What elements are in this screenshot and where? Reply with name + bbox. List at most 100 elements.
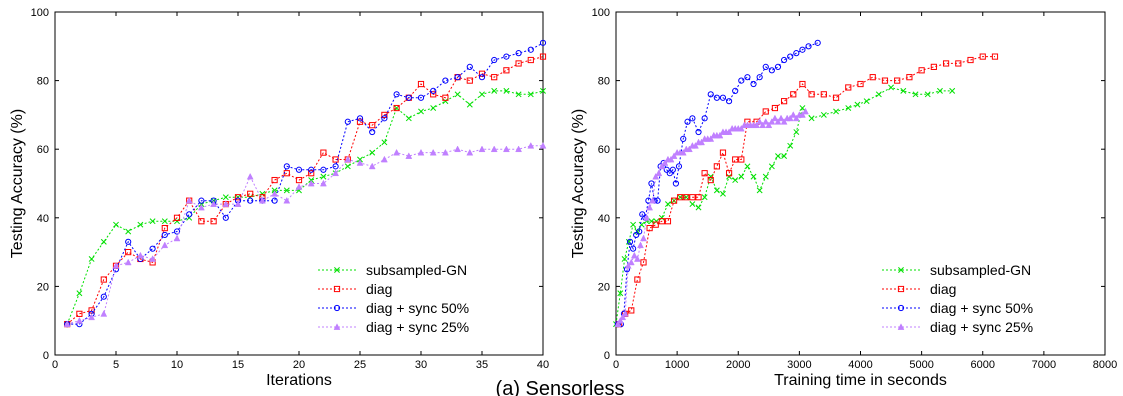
data-point [900,87,907,94]
data-point [100,276,107,283]
data-point [441,148,449,156]
data-point [491,74,498,81]
data-point [63,320,71,327]
data-point [684,118,691,125]
data-point [744,163,751,170]
data-point [701,194,708,201]
data-point [198,218,205,225]
data-point [918,67,925,74]
legend-label: diag + sync 25% [366,319,469,335]
x-tick-label: 40 [537,359,549,371]
data-point [491,56,498,64]
data-point [833,108,840,115]
data-point [418,108,424,115]
series-2 [64,53,547,328]
data-point [174,218,180,225]
x-tick-label: 1000 [665,359,689,371]
data-point [527,142,535,149]
data-point [503,53,510,60]
data-point [658,218,665,225]
data-point [648,180,655,187]
x-tick-label: 4000 [848,359,872,371]
data-point [716,131,724,139]
data-point [503,67,510,74]
data-point [466,63,473,70]
data-point [792,114,800,122]
data-point [756,187,763,194]
series-4 [614,107,809,327]
data-point [503,87,510,94]
data-point [677,194,684,201]
y-tick-label: 0 [43,350,49,362]
data-point [793,129,800,136]
data-point [490,145,498,153]
data-point [845,84,852,91]
y-tick-label: 20 [37,281,49,293]
data-point [308,166,315,173]
data-point [732,156,739,163]
data-point [210,200,218,207]
legend-entry: diag + sync 25% [318,319,469,335]
data-point [774,118,782,125]
data-point [429,148,437,156]
data-point [808,115,815,122]
data-point [665,201,671,208]
data-point [539,39,547,46]
data-point [295,176,303,184]
legend-entry: diag [882,281,956,297]
data-point [625,238,632,245]
legend-marker [333,304,341,312]
data-point [732,87,739,94]
data-point [76,290,83,297]
data-point [630,245,637,252]
legend-entry: diag + sync 25% [882,319,1033,335]
data-point [417,94,425,101]
legend-entry: diag [318,281,392,297]
data-point [777,114,785,122]
data-point [161,231,168,239]
data-point [820,91,827,98]
data-point [634,276,641,283]
data-point [112,262,120,269]
data-point [344,163,351,170]
data-point [619,313,627,321]
legend-entry: subsampled-GN [318,262,467,278]
data-point [614,320,622,327]
series-1 [64,87,546,328]
data-point [698,138,705,146]
data-point [295,183,303,190]
data-point [393,148,401,156]
data-point [344,155,352,163]
data-point [802,107,809,115]
legend-label: subsampled-GN [366,262,467,278]
data-point [744,74,751,81]
data-point [949,87,956,94]
data-point [442,94,449,101]
data-point [124,258,132,266]
data-point [210,218,217,225]
data-point [750,173,757,180]
data-point [683,194,690,201]
data-point [393,104,400,112]
data-point [332,163,339,170]
y-axis-label: Testing Accuracy (%) [570,109,587,258]
data-point [655,169,663,177]
data-point [356,115,364,122]
data-point [332,156,339,163]
legend-entry: subsampled-GN [882,262,1031,278]
data-point [719,94,727,101]
data-point [149,218,156,225]
data-point [762,63,769,70]
data-point [405,94,412,101]
data-point [454,74,461,81]
data-point [799,80,806,88]
y-tick-label: 80 [37,76,49,88]
data-point [672,180,680,187]
data-point [88,313,96,321]
data-point [626,238,634,245]
data-point [725,128,733,135]
legend-marker [334,267,340,273]
data-point [881,77,889,84]
data-point [680,135,687,143]
